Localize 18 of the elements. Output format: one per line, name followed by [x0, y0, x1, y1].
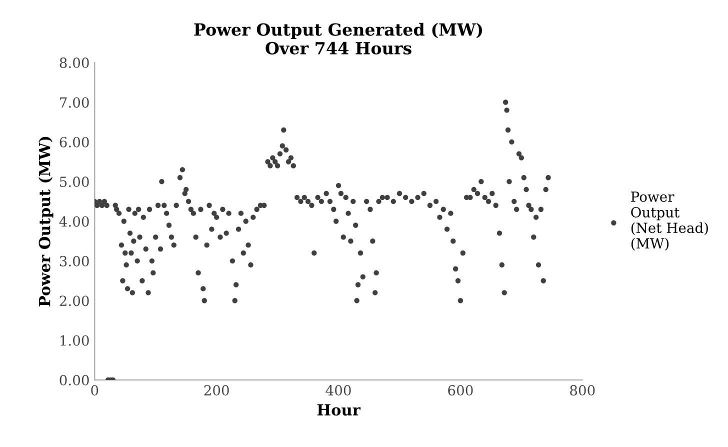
y-tick-label: 5.00 — [60, 176, 89, 188]
legend-label: Power Output (Net Head) (MW) — [631, 192, 708, 251]
chart-title: Power Output Generated (MW) Over 744 Hours — [194, 22, 482, 54]
x-tick-label: 800 — [570, 385, 595, 396]
y-tick-label: 0.00 — [60, 374, 89, 386]
y-tick-label: 3.00 — [60, 256, 89, 266]
x-tick-label: 200 — [204, 385, 229, 396]
y-tick-label: 1.00 — [60, 335, 89, 346]
x-tick-label: 400 — [326, 385, 351, 396]
x-tick-label: 600 — [448, 385, 473, 396]
y-tick-label: 8.00 — [60, 58, 89, 68]
y-axis-title: Power Output (MW) — [38, 136, 54, 306]
y-tick-label: 7.00 — [60, 97, 89, 108]
x-axis-title: Hour — [317, 404, 361, 416]
y-tick-label: 4.00 — [59, 216, 89, 227]
y-tick-label: 2.00 — [60, 296, 89, 306]
y-tick-label: 6.00 — [60, 136, 89, 148]
x-tick-label: 0 — [91, 385, 98, 396]
